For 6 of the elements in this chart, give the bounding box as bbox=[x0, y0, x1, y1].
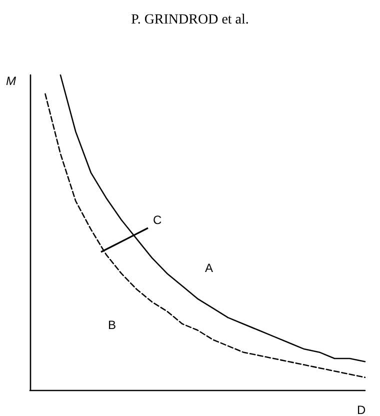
annotation: C bbox=[153, 213, 162, 227]
annotation: B bbox=[108, 318, 116, 332]
annotation: A bbox=[205, 261, 214, 275]
chart-title: P. GRINDROD et al. bbox=[131, 12, 249, 28]
y-axis-title: M bbox=[6, 74, 16, 88]
x-axis-title: D bbox=[357, 403, 366, 416]
